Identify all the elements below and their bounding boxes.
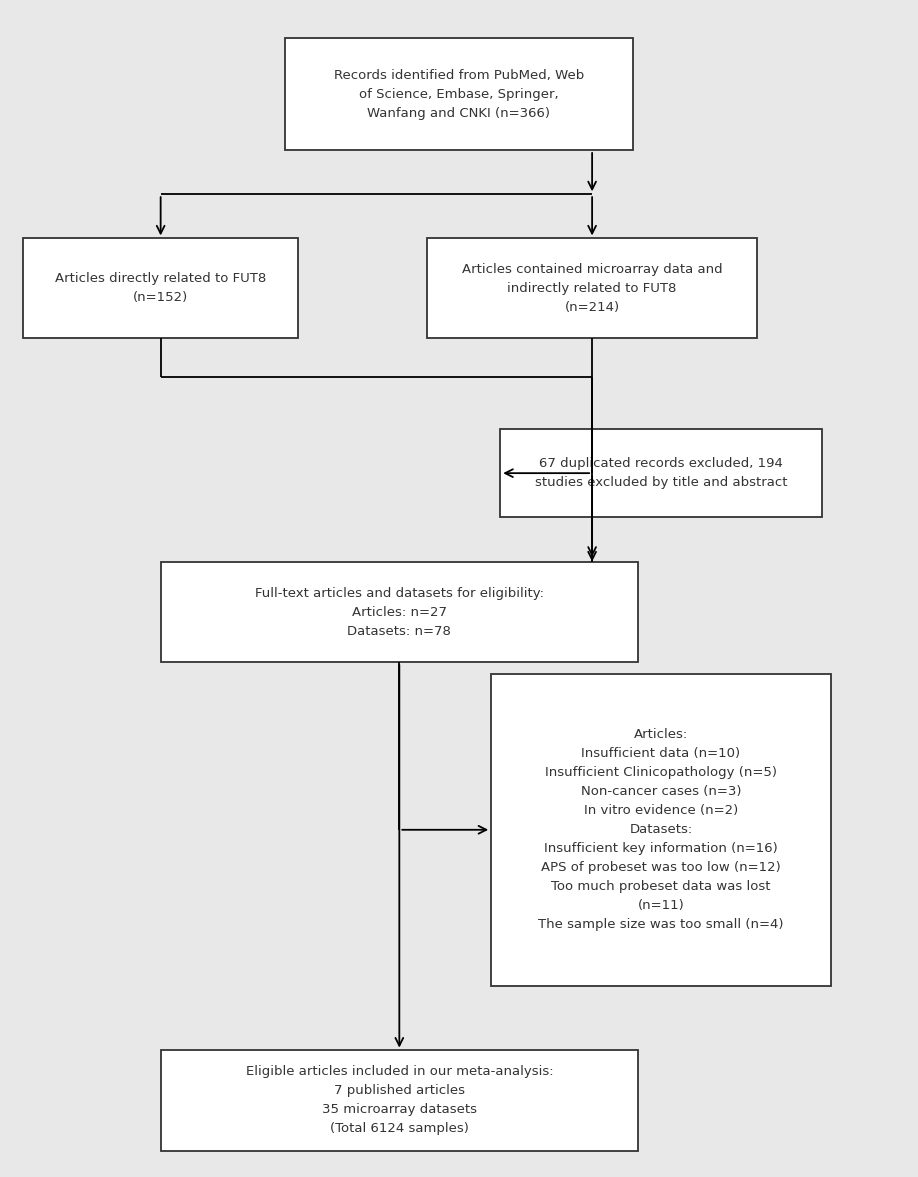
FancyBboxPatch shape [491, 673, 831, 986]
FancyBboxPatch shape [161, 563, 638, 661]
FancyBboxPatch shape [161, 1050, 638, 1151]
FancyBboxPatch shape [500, 430, 822, 518]
Text: 67 duplicated records excluded, 194
studies excluded by title and abstract: 67 duplicated records excluded, 194 stud… [534, 457, 788, 490]
FancyBboxPatch shape [23, 238, 298, 339]
Text: Articles:
Insufficient data (n=10)
Insufficient Clinicopathology (n=5)
Non-cance: Articles: Insufficient data (n=10) Insuf… [538, 729, 784, 931]
Text: Articles directly related to FUT8
(n=152): Articles directly related to FUT8 (n=152… [55, 272, 266, 305]
Text: Full-text articles and datasets for eligibility:
Articles: n=27
Datasets: n=78: Full-text articles and datasets for elig… [255, 586, 543, 638]
FancyBboxPatch shape [427, 238, 757, 339]
Text: Eligible articles included in our meta-analysis:
7 published articles
35 microar: Eligible articles included in our meta-a… [245, 1065, 554, 1136]
Text: Articles contained microarray data and
indirectly related to FUT8
(n=214): Articles contained microarray data and i… [462, 262, 722, 314]
Text: Records identified from PubMed, Web
of Science, Embase, Springer,
Wanfang and CN: Records identified from PubMed, Web of S… [334, 68, 584, 120]
FancyBboxPatch shape [285, 38, 633, 149]
